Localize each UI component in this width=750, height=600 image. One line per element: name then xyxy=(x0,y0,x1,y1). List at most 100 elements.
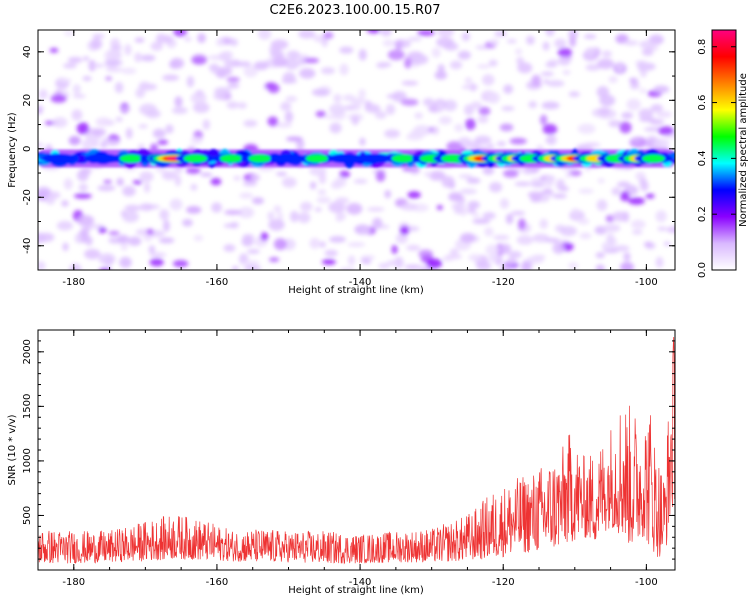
noise-blob xyxy=(449,248,459,255)
noise-blob xyxy=(637,61,647,72)
noise-blob xyxy=(528,100,538,109)
noise-blob xyxy=(526,255,544,264)
noise-blob xyxy=(116,177,124,186)
noise-blob xyxy=(87,63,105,68)
noise-blob xyxy=(145,109,161,119)
noise-blob xyxy=(243,65,258,78)
noise-blob xyxy=(559,186,570,192)
noise-blob xyxy=(652,138,670,149)
noise-blob xyxy=(384,129,401,139)
noise-blob xyxy=(224,58,233,71)
spectrogram-noise xyxy=(38,30,675,270)
noise-blob xyxy=(620,190,630,202)
noise-blob xyxy=(602,223,621,233)
noise-blob xyxy=(318,172,327,185)
noise-blob xyxy=(97,184,116,192)
noise-blob xyxy=(402,167,420,172)
noise-blob xyxy=(487,91,501,104)
noise-blob xyxy=(233,176,241,181)
noise-blob xyxy=(48,191,61,199)
noise-blob xyxy=(223,244,236,252)
band-peak xyxy=(642,154,666,163)
noise-blob xyxy=(496,141,507,147)
noise-blob xyxy=(334,176,347,188)
noise-blob xyxy=(630,78,639,88)
noise-blob xyxy=(140,54,156,62)
noise-blob xyxy=(391,244,398,255)
noise-blob xyxy=(470,101,482,110)
noise-blob xyxy=(583,34,597,39)
noise-blob xyxy=(376,62,389,69)
noise-blob xyxy=(84,248,101,260)
noise-blob xyxy=(414,112,423,119)
y-tick-label: 500 xyxy=(22,506,33,525)
noise-blob xyxy=(275,171,288,176)
noise-blob xyxy=(299,68,316,79)
noise-blob xyxy=(124,204,141,212)
noise-blob xyxy=(418,264,429,270)
noise-blob xyxy=(138,81,151,92)
noise-blob xyxy=(565,173,572,178)
noise-blob xyxy=(358,48,367,61)
noise-blob xyxy=(268,257,280,263)
noise-blob xyxy=(666,226,675,234)
band-peak xyxy=(391,154,415,163)
noise-blob xyxy=(601,242,615,251)
noise-blob xyxy=(436,37,454,48)
noise-blob xyxy=(639,177,648,186)
noise-blob xyxy=(500,264,512,270)
colorbar-gradient xyxy=(711,29,737,271)
noise-blob xyxy=(324,249,338,257)
noise-blob xyxy=(105,76,113,81)
y-tick-label: 20 xyxy=(22,94,33,107)
x-tick-label: -140 xyxy=(349,577,372,588)
band-peak xyxy=(219,154,243,163)
x-tick-label: -100 xyxy=(635,577,658,588)
noise-blob xyxy=(347,242,366,248)
noise-blob xyxy=(316,196,331,204)
noise-blob xyxy=(246,249,260,254)
noise-blob xyxy=(171,106,188,115)
noise-blob xyxy=(485,244,500,256)
noise-blob xyxy=(169,59,180,69)
noise-blob xyxy=(400,98,419,106)
noise-blob xyxy=(487,143,495,150)
noise-blob xyxy=(544,175,555,188)
noise-blob xyxy=(98,227,107,234)
noise-blob xyxy=(407,191,421,199)
snr-x-label: Height of straight line (km) xyxy=(288,585,424,596)
noise-blob xyxy=(645,193,655,199)
noise-blob xyxy=(304,57,320,64)
noise-blob xyxy=(267,83,280,94)
noise-blob xyxy=(38,89,48,100)
noise-blob xyxy=(282,72,296,84)
noise-blob xyxy=(506,257,517,266)
y-tick-label: 1000 xyxy=(22,448,33,473)
noise-blob xyxy=(502,169,519,178)
noise-blob xyxy=(488,59,498,67)
noise-blob xyxy=(85,236,93,246)
noise-blob xyxy=(557,56,571,66)
noise-blob xyxy=(95,117,112,127)
noise-blob xyxy=(544,237,560,243)
noise-blob xyxy=(508,251,522,259)
noise-blob xyxy=(243,264,259,270)
noise-blob xyxy=(540,71,554,77)
noise-blob xyxy=(226,101,239,109)
noise-blob xyxy=(611,211,629,222)
noise-blob xyxy=(516,235,534,245)
noise-blob xyxy=(442,256,454,262)
noise-blob xyxy=(157,139,169,145)
noise-blob xyxy=(493,234,510,241)
noise-blob xyxy=(92,33,105,39)
spectrogram-x-ticks: -180 -160 -140 -120 -100 xyxy=(37,30,658,288)
noise-blob xyxy=(428,170,446,181)
noise-blob xyxy=(108,48,122,60)
noise-blob xyxy=(139,171,154,182)
noise-blob xyxy=(436,30,455,37)
noise-blob xyxy=(102,138,110,144)
noise-blob xyxy=(542,41,550,51)
noise-blob xyxy=(38,105,44,113)
noise-blob xyxy=(643,127,662,132)
noise-blob xyxy=(585,47,598,56)
